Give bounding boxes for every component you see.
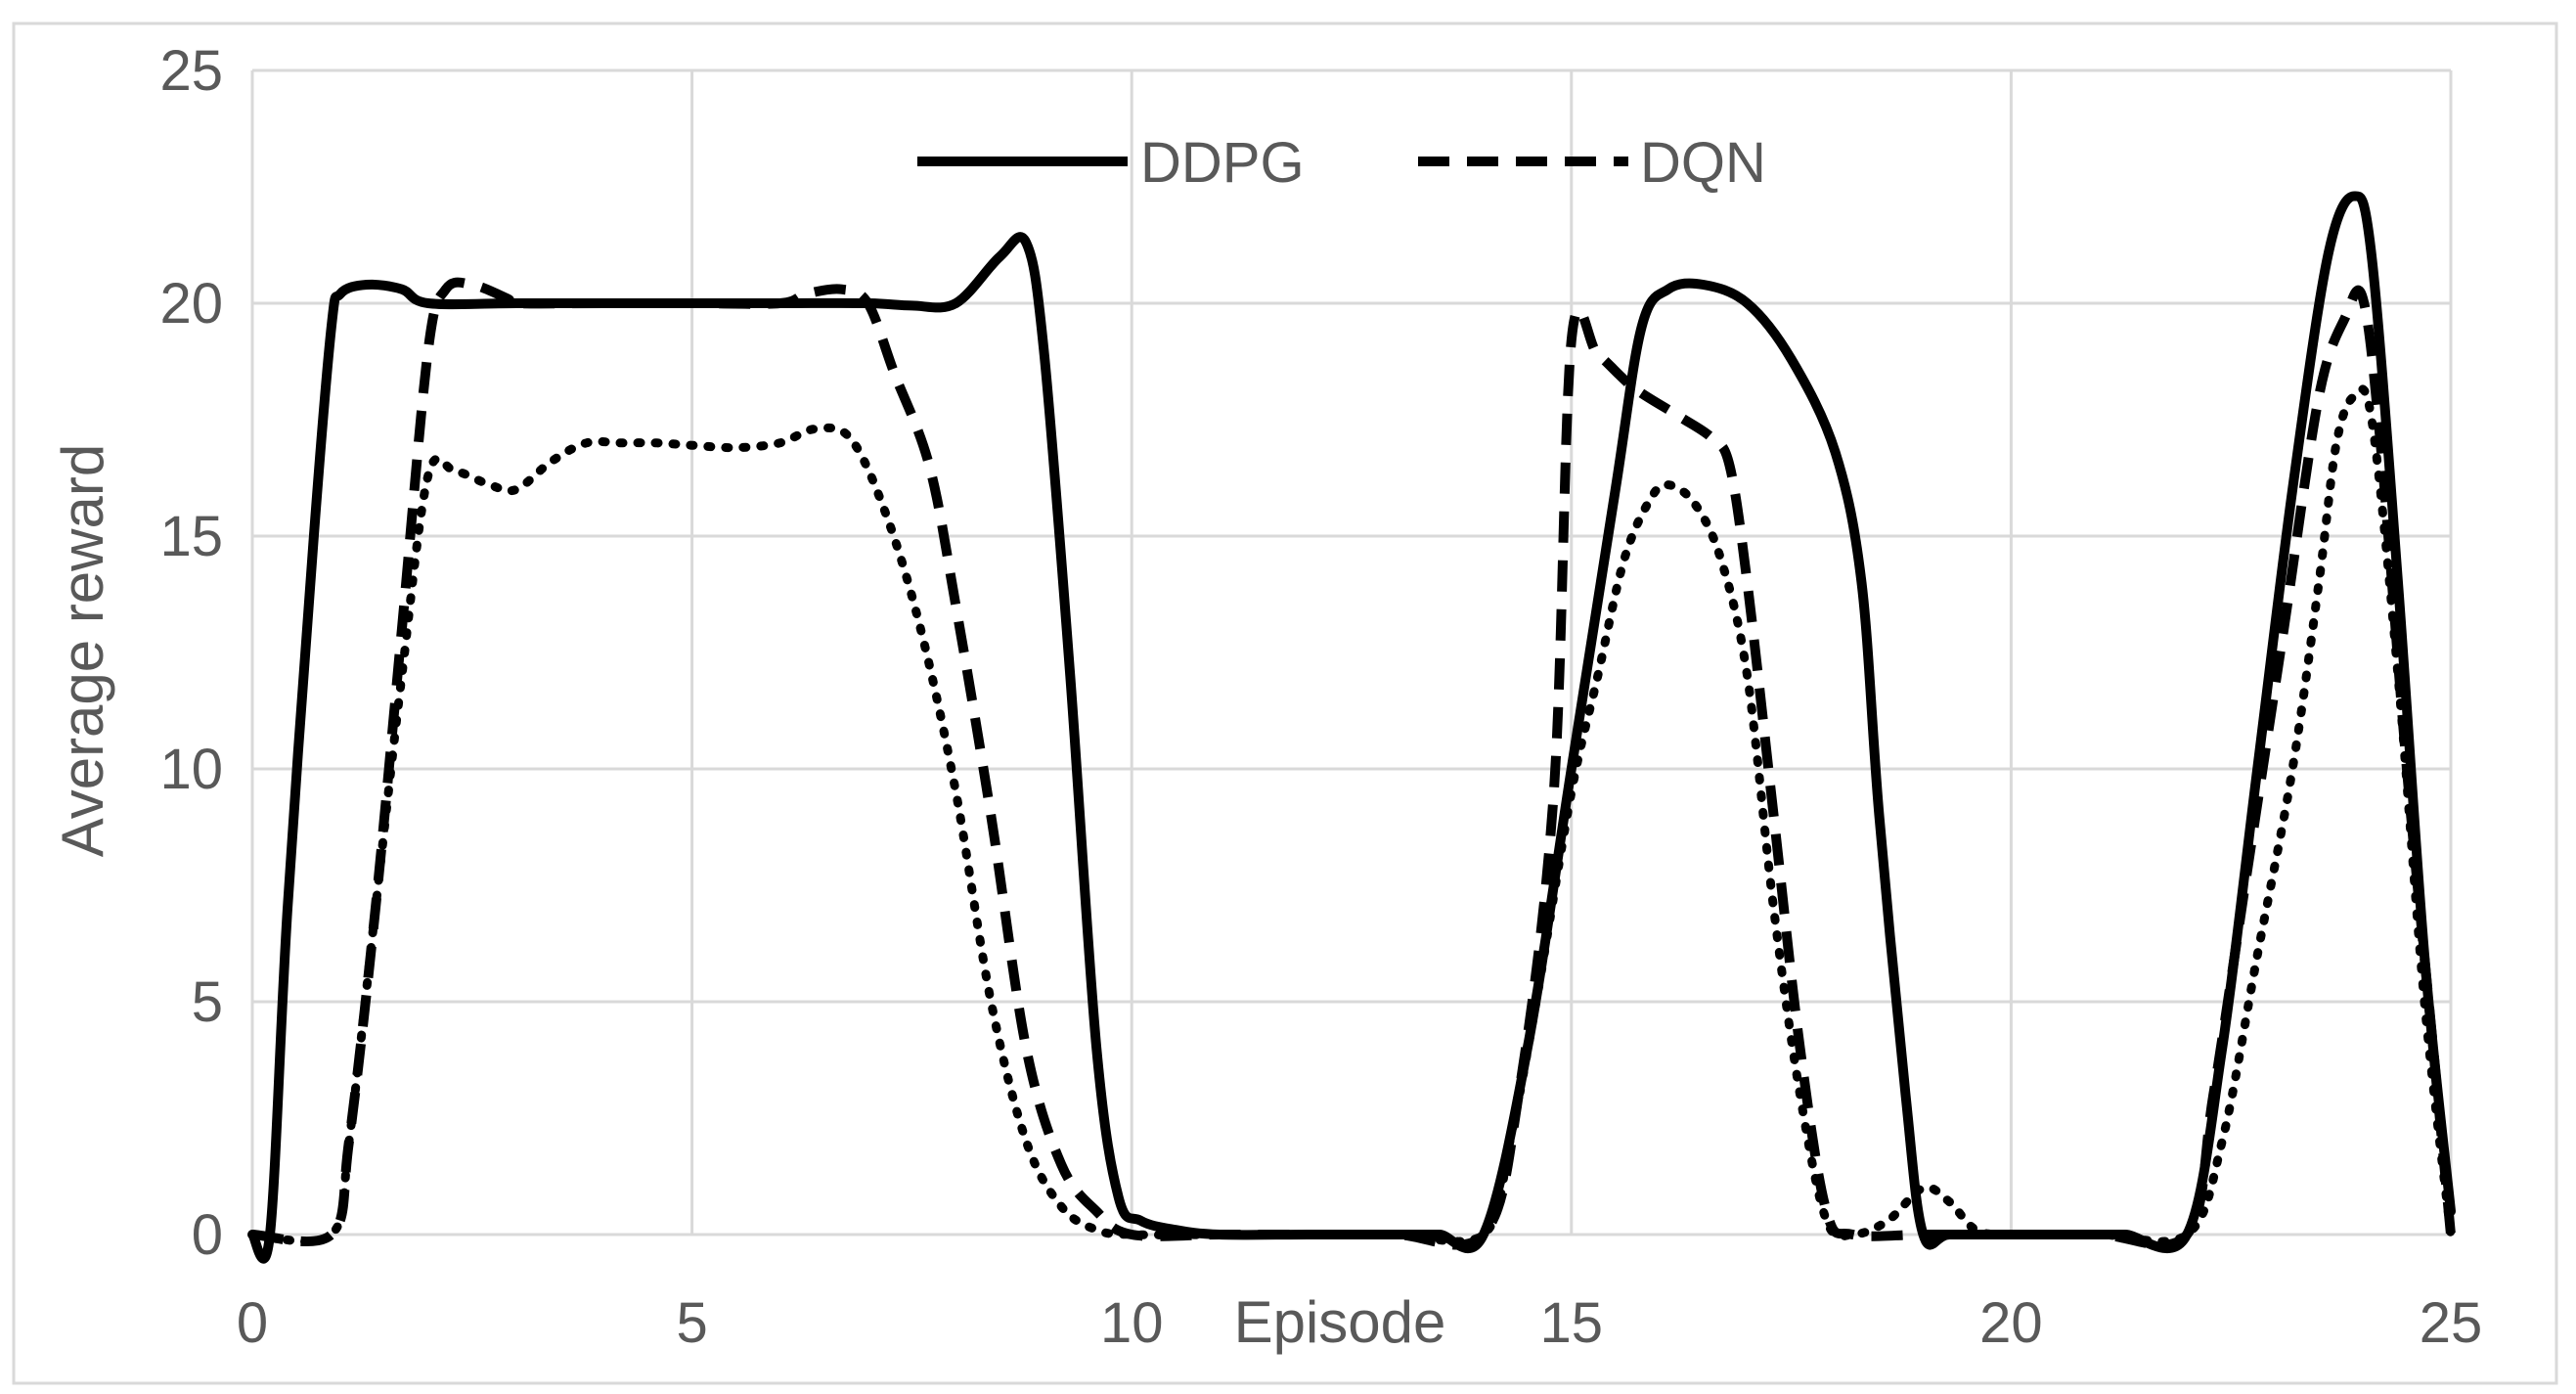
chart-border [12, 22, 2558, 1385]
x-tick-label: 20 [1979, 1291, 2043, 1355]
x-tick-label: 25 [2420, 1291, 2483, 1355]
y-tick-label: 10 [159, 738, 223, 801]
series-line-dqn [251, 277, 2456, 1250]
y-tick-label: 15 [159, 505, 223, 568]
series-lines [247, 191, 2456, 1264]
series-line-dotted-2 [247, 384, 2456, 1246]
y-tick-label: 25 [159, 39, 223, 103]
y-tick-label: 5 [192, 970, 223, 1034]
x-tick-label: 5 [676, 1291, 707, 1355]
x-tick-label: 15 [1540, 1291, 1604, 1355]
legend: DDPG DQN [917, 131, 1766, 195]
y-tick-label: 20 [159, 272, 223, 336]
x-tick-label: 0 [237, 1291, 268, 1355]
tick-labels: 0 5 10 15 20 25 0 5 10 15 20 25 [159, 39, 2482, 1355]
y-tick-label: 0 [192, 1203, 223, 1267]
legend-label-dqn: DQN [1640, 131, 1766, 195]
x-tick-label: 10 [1100, 1291, 1164, 1355]
legend-label-ddpg: DDPG [1140, 131, 1305, 195]
x-axis-label: Episode [1234, 1289, 1446, 1355]
y-axis-label: Average reward [50, 444, 115, 857]
